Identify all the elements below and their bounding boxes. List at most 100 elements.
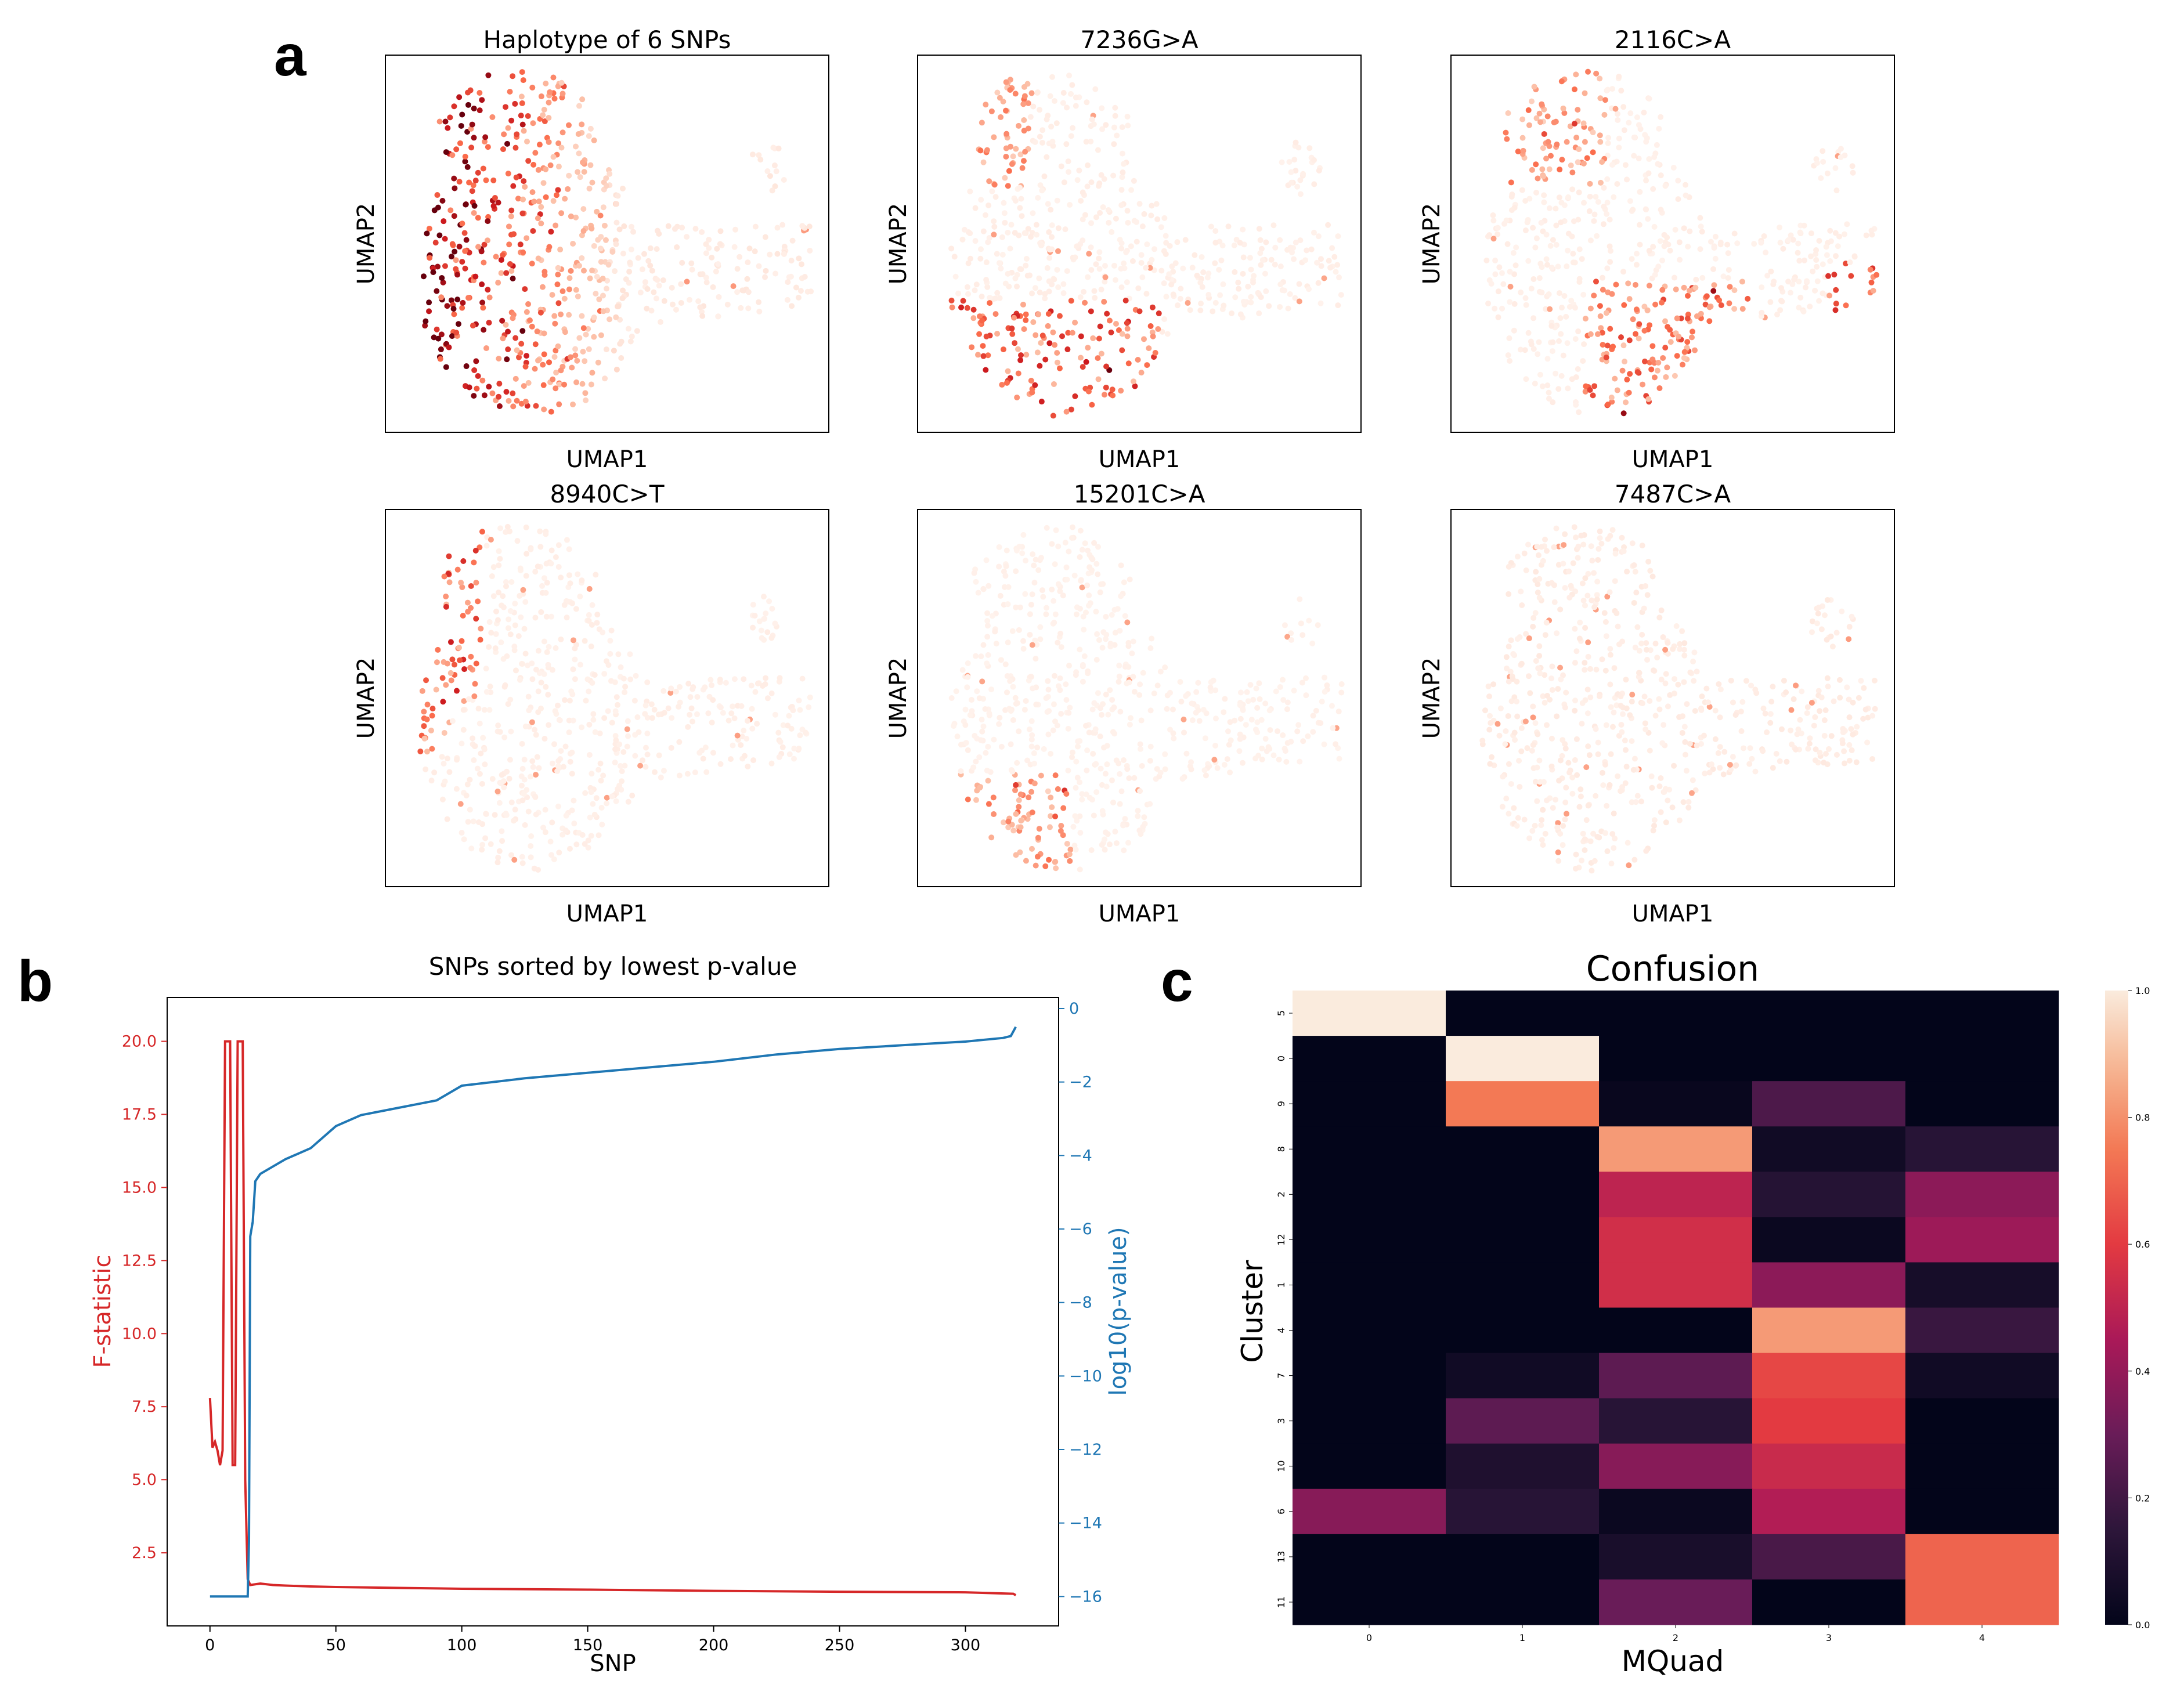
umap-point	[423, 677, 429, 684]
umap-point	[1530, 276, 1537, 282]
umap-point	[1538, 822, 1544, 829]
umap-point	[1097, 209, 1103, 216]
umap-point	[546, 359, 553, 366]
umap-point	[1042, 291, 1048, 297]
umap-point	[1237, 702, 1243, 709]
umap-point	[1103, 636, 1109, 642]
umap-point	[1559, 157, 1565, 163]
line-y-right-tick-label: 0	[1069, 1000, 1079, 1018]
umap-point	[1561, 110, 1568, 116]
umap-point	[533, 772, 539, 778]
umap-point	[1029, 290, 1035, 297]
umap-panel-title: 15201C>A	[1074, 480, 1205, 508]
umap-point	[618, 664, 624, 670]
umap-point	[1035, 834, 1041, 841]
umap-point	[772, 711, 778, 718]
umap-point	[1017, 791, 1024, 798]
umap-point	[1009, 161, 1015, 167]
umap-point	[1604, 265, 1611, 272]
umap-point	[1582, 836, 1588, 843]
umap-point	[443, 682, 449, 688]
umap-point	[1873, 272, 1880, 278]
umap-point	[1508, 637, 1514, 644]
umap-point	[535, 866, 542, 873]
umap-point	[1540, 173, 1547, 179]
umap-point	[577, 174, 583, 180]
umap-point	[1563, 313, 1569, 320]
umap-point	[1688, 790, 1695, 796]
umap-point	[1542, 632, 1548, 638]
umap-point	[560, 764, 566, 770]
umap-point	[1283, 758, 1290, 765]
umap-point	[1285, 305, 1291, 312]
umap-point	[1171, 735, 1177, 742]
umap-point	[603, 183, 609, 189]
umap-point	[1639, 543, 1645, 549]
umap-point	[604, 277, 611, 284]
umap-point	[1659, 299, 1665, 306]
umap-point	[1201, 767, 1208, 773]
umap-point	[573, 606, 579, 612]
umap-point	[1151, 246, 1157, 252]
umap-point	[769, 605, 775, 612]
umap-point	[504, 523, 511, 530]
umap-point	[1137, 741, 1143, 747]
umap-point	[985, 801, 992, 807]
umap-point	[519, 100, 525, 106]
umap-point	[1157, 769, 1164, 776]
umap-point	[1178, 285, 1184, 292]
umap-point	[566, 572, 572, 579]
umap-point	[1521, 550, 1528, 556]
umap-point	[547, 89, 553, 95]
umap-point	[1162, 664, 1168, 671]
umap-point	[1088, 555, 1095, 561]
umap-point	[1675, 196, 1681, 203]
umap-point	[1014, 700, 1020, 706]
umap-point	[1255, 290, 1261, 296]
umap-point	[1662, 786, 1669, 792]
umap-point	[493, 631, 499, 637]
umap-point	[1049, 586, 1055, 592]
umap-point	[1297, 596, 1303, 602]
umap-point	[1551, 544, 1557, 551]
umap-point	[1046, 255, 1053, 261]
umap-point	[1139, 274, 1146, 280]
umap-point	[1524, 745, 1530, 751]
umap-point	[1611, 709, 1617, 715]
umap-point	[1073, 94, 1079, 100]
umap-point	[1079, 791, 1085, 797]
umap-point	[1034, 232, 1040, 238]
umap-point	[977, 255, 984, 262]
umap-point	[1569, 169, 1576, 176]
umap-point	[1055, 581, 1062, 587]
umap-point	[456, 179, 463, 185]
umap-point	[1281, 622, 1288, 628]
umap-point	[545, 662, 551, 668]
umap-point	[763, 610, 769, 617]
umap-point	[1005, 601, 1011, 608]
umap-point	[541, 351, 547, 357]
umap-point	[636, 729, 642, 735]
umap-point	[1858, 678, 1864, 684]
umap-point	[1331, 254, 1338, 260]
umap-point	[555, 164, 562, 170]
umap-point	[510, 390, 516, 396]
umap-point	[1525, 258, 1532, 264]
umap-point	[1738, 709, 1744, 715]
umap-point	[1013, 146, 1019, 152]
umap-point	[1098, 350, 1104, 357]
umap-point	[1698, 310, 1704, 317]
umap-point	[456, 645, 462, 651]
umap-point	[738, 742, 744, 748]
umap-point	[1055, 543, 1062, 550]
umap-point	[1764, 729, 1770, 736]
umap-point	[471, 203, 478, 209]
umap-point	[579, 121, 585, 128]
umap-point	[505, 701, 511, 707]
umap-point	[1492, 257, 1499, 263]
umap-point	[533, 403, 539, 409]
umap-point	[429, 713, 435, 719]
umap-point	[1690, 328, 1696, 335]
umap-point	[1097, 323, 1103, 330]
umap-point	[1869, 713, 1876, 719]
